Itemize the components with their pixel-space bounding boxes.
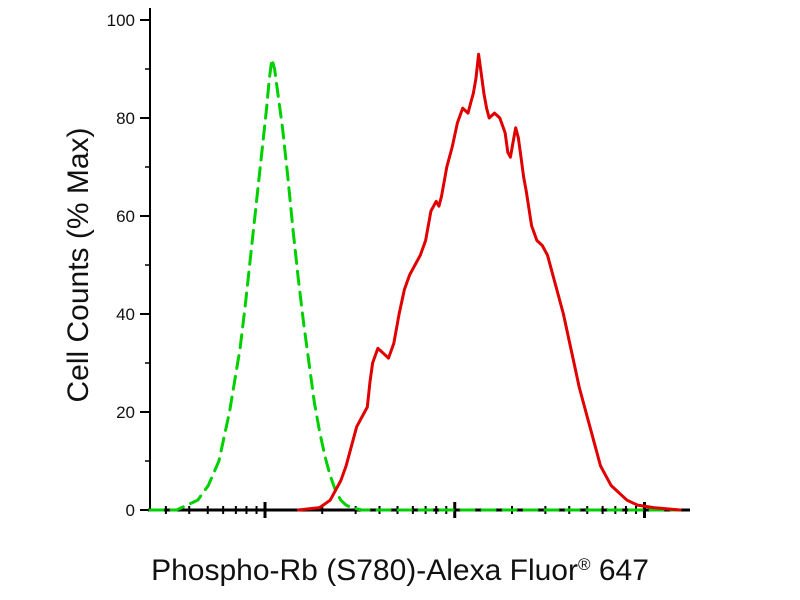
y-axis-title: Cell Counts (% Max) [62,127,95,402]
x-axis-title: Phospho-Rb (S780)-Alexa Fluor® 647 [151,554,649,587]
registered-trademark-symbol: ® [578,555,591,574]
x-axis-title-main: Phospho-Rb (S780)-Alexa Fluor [151,554,578,587]
y-tick-label: 80 [116,109,135,128]
red-solid-stained-curve [296,52,682,512]
y-tick-label: 20 [116,403,135,422]
y-axis-ticks [140,19,150,511]
y-tick-label: 40 [116,305,135,324]
green-dashed-control-curve [148,57,682,512]
y-tick-label: 0 [126,501,135,520]
histogram-curves [148,52,682,512]
y-tick-label: 60 [116,207,135,226]
x-axis-title-suffix: 647 [591,554,649,587]
y-axis-tick-labels: 0 20 40 60 80 100 [107,11,135,520]
y-tick-label: 100 [107,11,135,30]
